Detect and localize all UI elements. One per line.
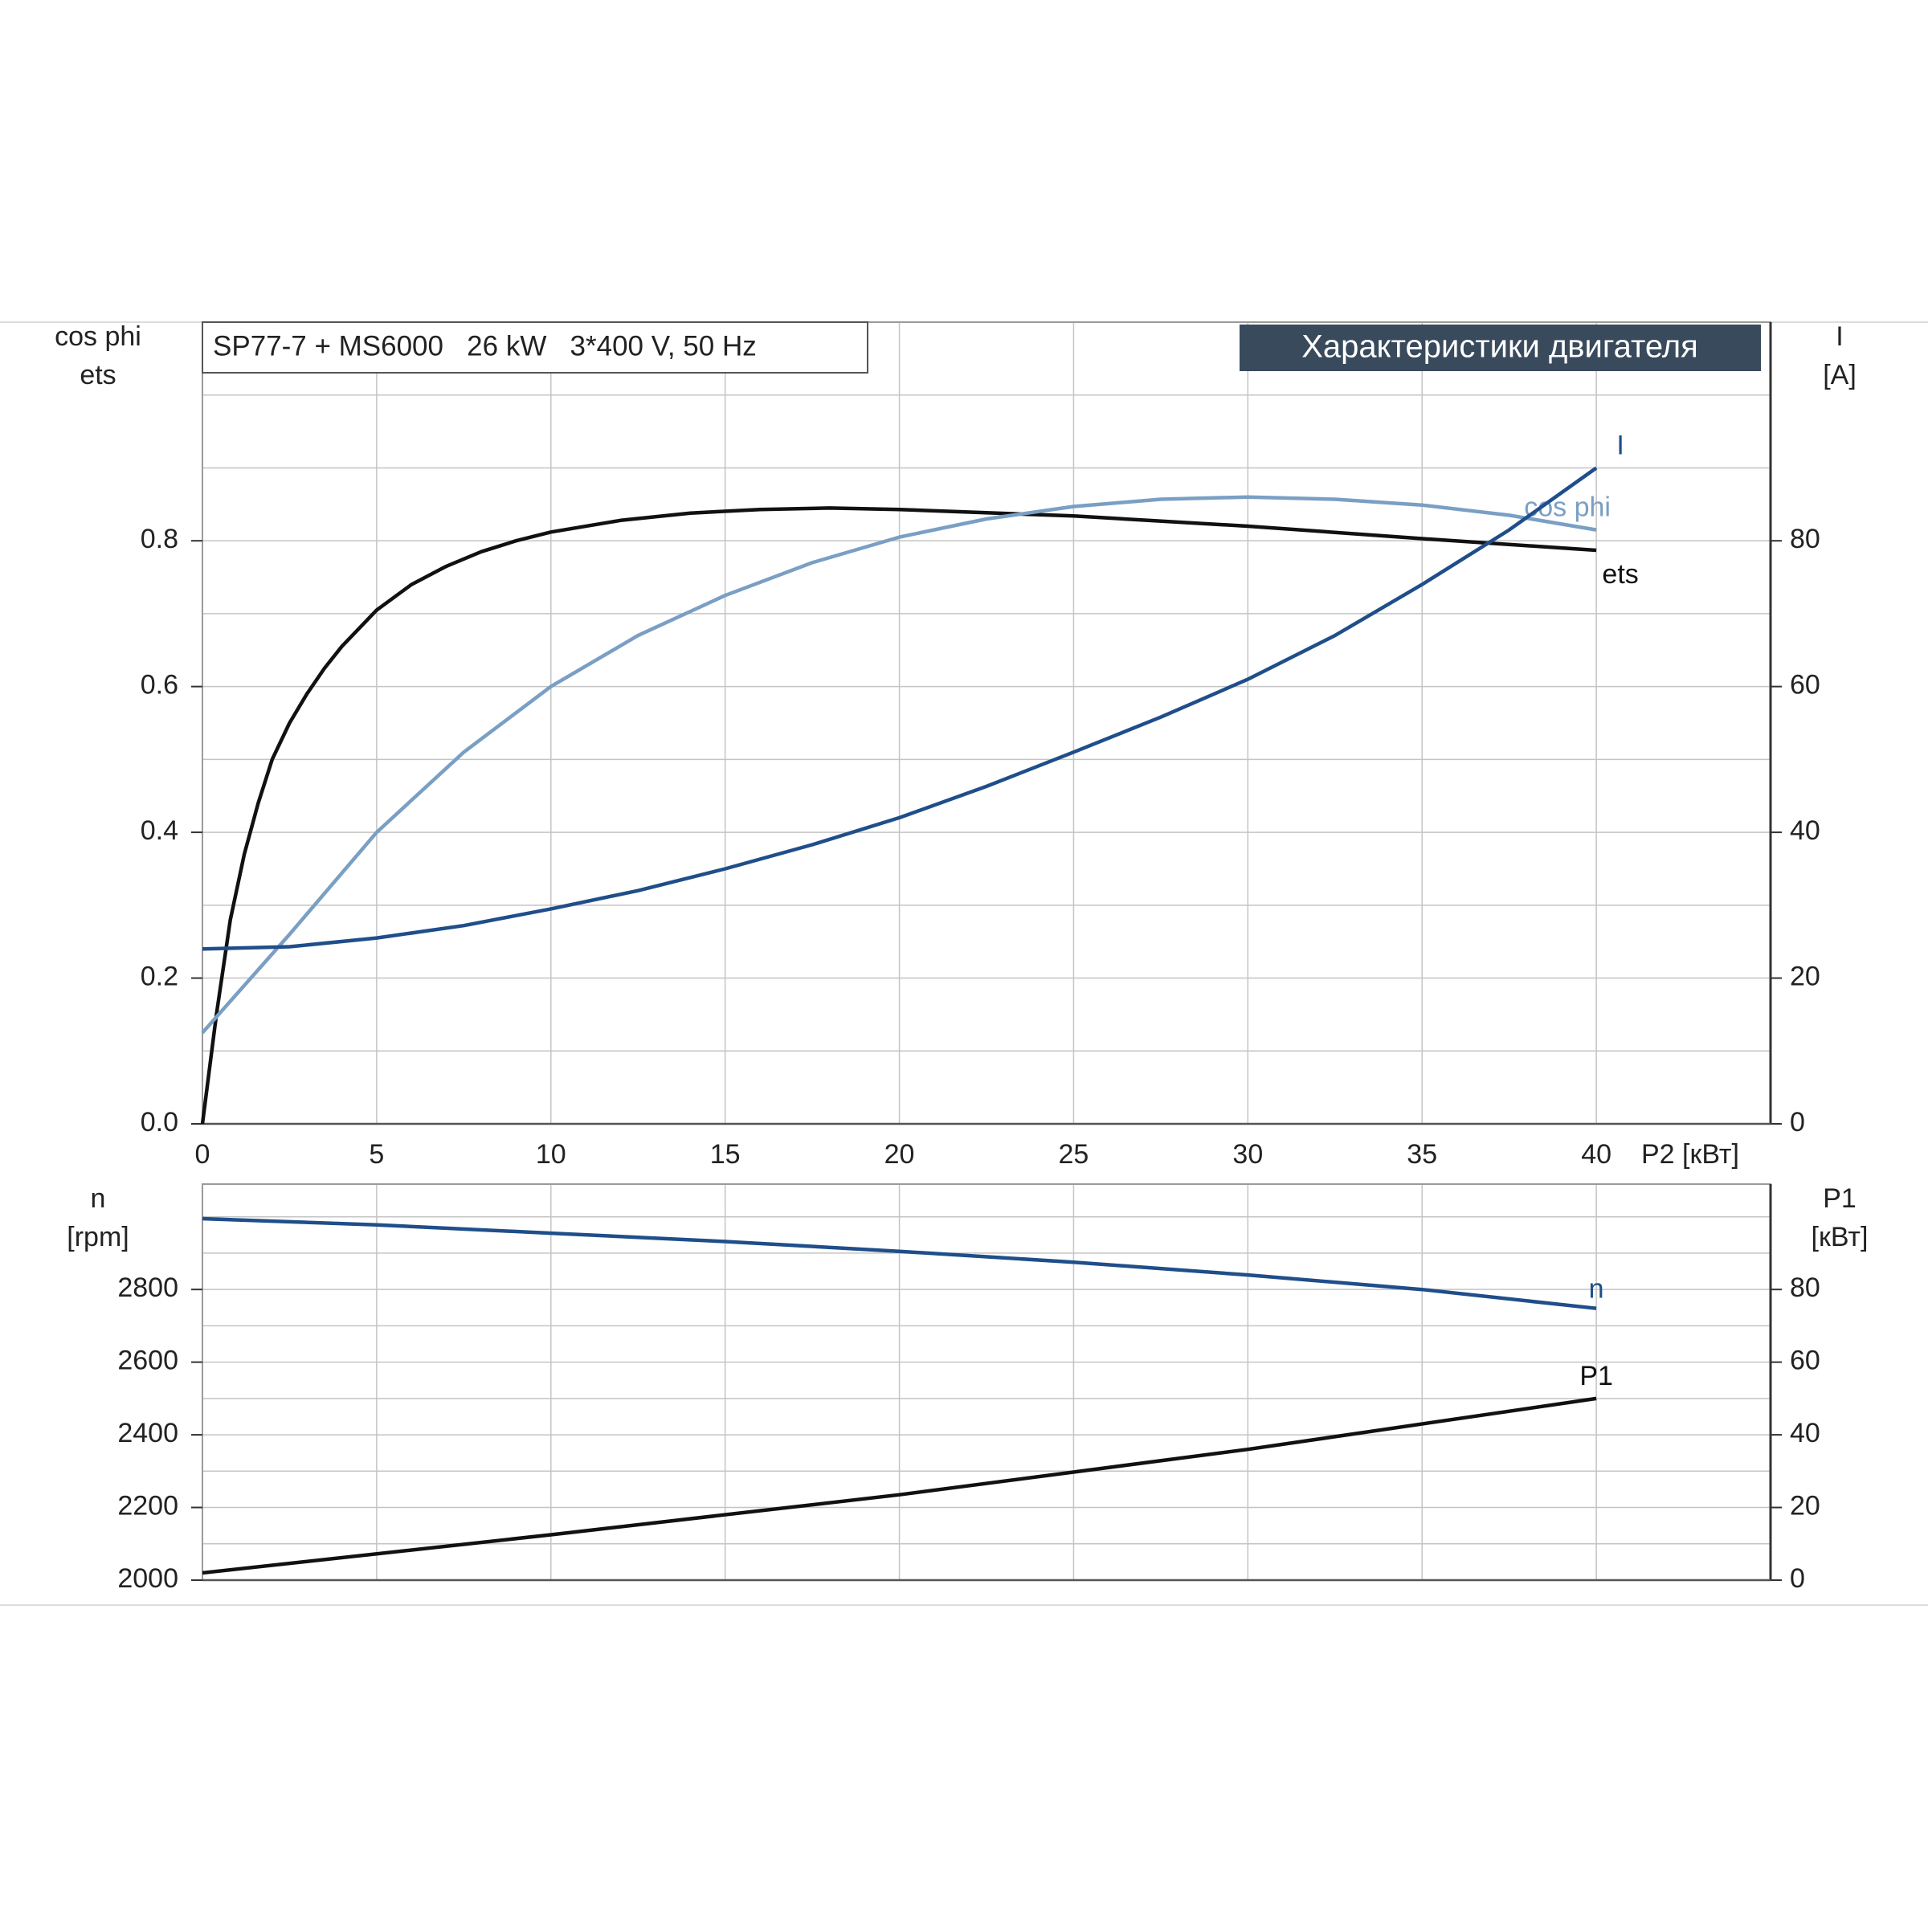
y-tick-label: 2000 xyxy=(117,1563,178,1594)
y2-tick-label: 0 xyxy=(1790,1107,1805,1138)
y2-tick-label: 80 xyxy=(1790,524,1820,554)
plot-border xyxy=(202,1183,1771,1581)
x-axis-label: P2 [кВт] xyxy=(1641,1139,1739,1170)
y2-tick-label: 20 xyxy=(1790,962,1820,992)
y-axis-label: cos phi xyxy=(55,321,141,352)
series-label: I xyxy=(1616,430,1624,460)
x-tick-label: 40 xyxy=(1581,1139,1611,1170)
curve xyxy=(201,495,1597,1035)
y2-axis-label: [кВт] xyxy=(1812,1222,1869,1252)
x-tick-label: 20 xyxy=(884,1139,915,1170)
y-tick-label: 2400 xyxy=(117,1418,178,1448)
series-label: cos phi xyxy=(1524,492,1611,523)
y-tick-label: 0.4 xyxy=(141,815,178,846)
curve xyxy=(202,1396,1597,1575)
plot-border xyxy=(202,321,1771,1125)
y-tick-label: 0.6 xyxy=(141,670,178,701)
x-tick-label: 30 xyxy=(1232,1139,1263,1170)
y2-tick-label: 60 xyxy=(1790,1346,1820,1376)
y-axis-label: ets xyxy=(80,360,116,390)
series-label: ets xyxy=(1602,559,1638,590)
x-tick-label: 0 xyxy=(195,1139,210,1170)
chart-title: SP77-7 + MS6000 26 kW 3*400 V, 50 Hz xyxy=(213,330,757,361)
y2-tick-label: 0 xyxy=(1790,1563,1805,1594)
y2-axis-label: P1 xyxy=(1823,1183,1857,1214)
y-tick-label: 2800 xyxy=(117,1272,178,1303)
y-axis-label: [rpm] xyxy=(67,1222,129,1252)
curve xyxy=(200,506,1597,1125)
y2-tick-label: 20 xyxy=(1790,1491,1820,1522)
curve xyxy=(202,1216,1597,1310)
y-tick-label: 2600 xyxy=(117,1346,178,1376)
y-tick-label: 0.0 xyxy=(141,1107,178,1138)
y-tick-label: 0.2 xyxy=(141,962,178,992)
x-tick-label: 25 xyxy=(1059,1139,1089,1170)
series-label: n xyxy=(1589,1274,1604,1305)
banner-text: Характеристики двигателя xyxy=(1301,329,1698,365)
x-tick-label: 15 xyxy=(710,1139,741,1170)
y-tick-label: 0.8 xyxy=(141,524,178,554)
x-tick-label: 10 xyxy=(536,1139,566,1170)
curve xyxy=(202,466,1598,951)
banner xyxy=(1240,325,1761,371)
x-tick-label: 35 xyxy=(1407,1139,1437,1170)
series-label: P1 xyxy=(1579,1361,1613,1391)
y2-axis-label: I xyxy=(1836,321,1843,352)
y2-tick-label: 80 xyxy=(1790,1272,1820,1303)
y2-tick-label: 40 xyxy=(1790,1418,1820,1448)
y-axis-label: n xyxy=(91,1183,106,1214)
x-tick-label: 5 xyxy=(369,1139,384,1170)
title-box xyxy=(202,321,868,374)
y2-tick-label: 60 xyxy=(1790,670,1820,701)
y2-tick-label: 40 xyxy=(1790,815,1820,846)
y-tick-label: 2200 xyxy=(117,1491,178,1522)
y2-axis-label: [A] xyxy=(1823,360,1857,390)
